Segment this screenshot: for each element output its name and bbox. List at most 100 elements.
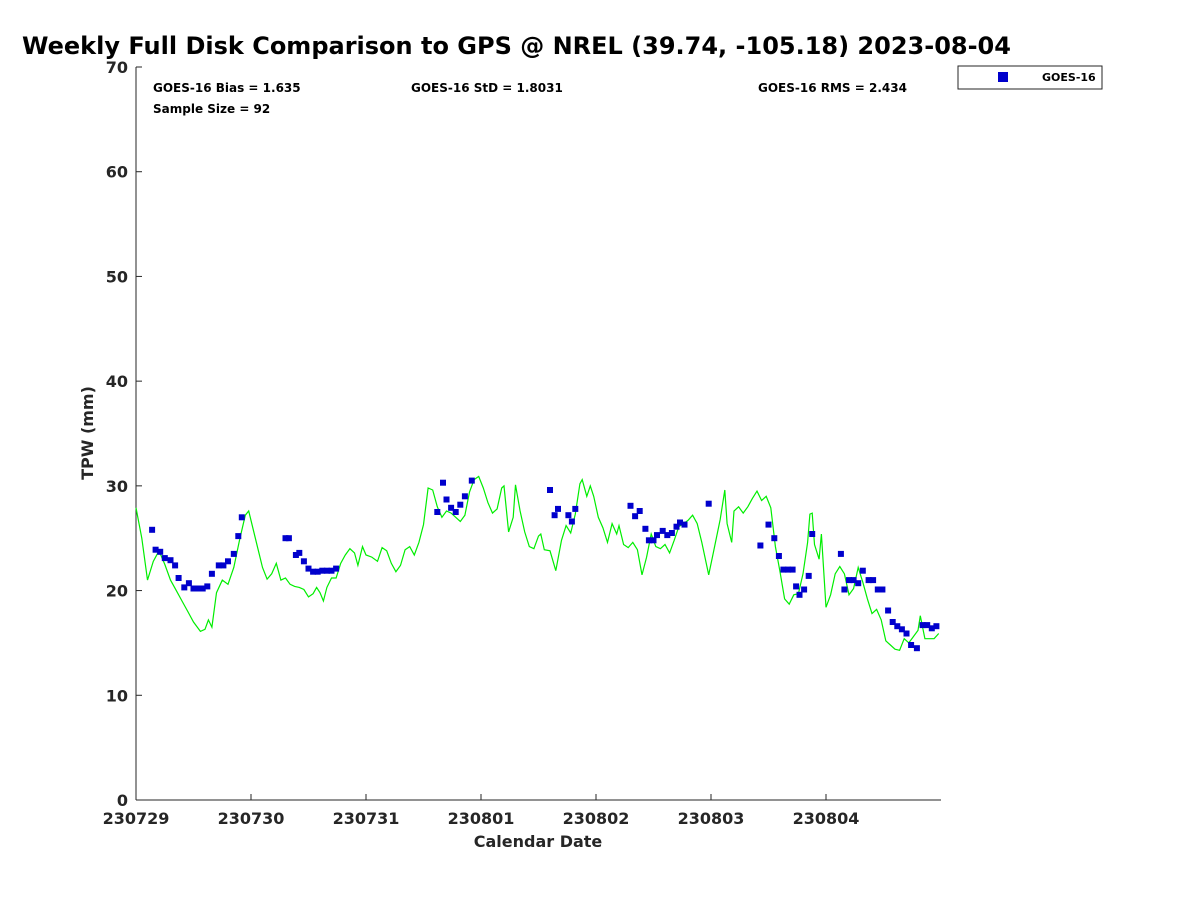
goes-16-point bbox=[632, 513, 639, 520]
gps-series-line bbox=[135, 475, 940, 652]
goes-16-point bbox=[181, 584, 188, 591]
goes-16-point bbox=[319, 567, 326, 574]
goes-16-point bbox=[654, 532, 660, 539]
goes-16-point bbox=[636, 508, 643, 514]
goes-16-point bbox=[225, 558, 231, 565]
y-tick-label: 40 bbox=[106, 372, 128, 391]
chart-title: Weekly Full Disk Comparison to GPS @ NRE… bbox=[22, 32, 1011, 60]
goes-16-point bbox=[855, 580, 862, 587]
goes-16-point bbox=[161, 555, 168, 562]
gps-series bbox=[135, 475, 940, 652]
goes-16-point bbox=[757, 542, 764, 549]
goes-16-point bbox=[551, 512, 558, 519]
goes-16-point bbox=[859, 567, 866, 574]
rms-stat: GOES-16 RMS = 2.434 bbox=[758, 81, 907, 95]
goes-16-point bbox=[328, 567, 335, 574]
goes-16-point bbox=[314, 568, 321, 575]
goes-16-point bbox=[434, 509, 441, 515]
goes-16-point bbox=[928, 625, 935, 632]
goes-16-point bbox=[296, 549, 303, 556]
goes-16-point bbox=[841, 586, 848, 593]
goes-16-point bbox=[215, 562, 222, 569]
goes-16-point bbox=[468, 477, 475, 484]
y-tick-label: 30 bbox=[106, 477, 128, 496]
goes-16-point bbox=[659, 527, 666, 534]
goes-16-point bbox=[919, 622, 926, 629]
goes-16-point bbox=[157, 548, 164, 555]
goes-16-point bbox=[547, 487, 553, 493]
x-tick-label: 230802 bbox=[563, 809, 630, 828]
goes-16-point bbox=[879, 586, 886, 593]
goes-16-point bbox=[664, 532, 671, 539]
y-tick-label: 70 bbox=[106, 58, 128, 77]
goes-16-series bbox=[149, 477, 940, 652]
x-tick-label: 230729 bbox=[103, 809, 170, 828]
goes-16-point bbox=[898, 626, 905, 633]
goes-16-point bbox=[204, 583, 211, 590]
goes-16-point bbox=[642, 525, 649, 532]
goes-16-point bbox=[681, 521, 688, 528]
goes-16-point bbox=[846, 577, 852, 584]
goes-16-point bbox=[874, 586, 881, 593]
goes-16-point bbox=[933, 623, 940, 630]
y-axis-label: TPW (mm) bbox=[78, 386, 97, 480]
goes-16-point bbox=[796, 591, 803, 598]
goes-16-point bbox=[208, 570, 215, 577]
goes-16-point bbox=[627, 502, 634, 509]
goes-16-point bbox=[305, 565, 312, 572]
goes-16-point bbox=[310, 568, 317, 575]
legend-box bbox=[957, 65, 1103, 90]
legend-goes-16-label: GOES-16 bbox=[1042, 71, 1096, 84]
goes-16-point bbox=[650, 537, 657, 544]
goes-16-point bbox=[220, 562, 227, 569]
goes-16-point bbox=[837, 550, 844, 557]
goes-16-point bbox=[230, 550, 237, 557]
bias-stat: GOES-16 Bias = 1.635 bbox=[153, 81, 301, 95]
goes-16-point bbox=[705, 500, 712, 507]
goes-16-point bbox=[908, 642, 915, 648]
goes-16-point bbox=[300, 558, 307, 565]
goes-16-point bbox=[448, 504, 455, 511]
goes-16-point bbox=[677, 519, 683, 526]
x-ticks: 230729 230730 230731 230801 230802 230803 2308… bbox=[103, 794, 860, 828]
goes-16-point bbox=[870, 577, 877, 584]
y-tick-label: 0 bbox=[117, 791, 128, 810]
goes-16-point bbox=[771, 535, 778, 542]
goes-16-point bbox=[801, 586, 808, 593]
goes-16-point bbox=[461, 493, 468, 500]
sample-size-stat: Sample Size = 92 bbox=[153, 102, 270, 116]
goes-16-point bbox=[195, 585, 202, 592]
goes-16-point bbox=[323, 567, 330, 574]
x-tick-label: 230730 bbox=[218, 809, 285, 828]
goes-16-point bbox=[152, 546, 159, 553]
goes-16-point bbox=[765, 521, 772, 528]
goes-16-point bbox=[282, 535, 289, 542]
goes-16-point bbox=[172, 562, 179, 569]
x-tick-label: 230804 bbox=[793, 809, 860, 828]
goes-16-point bbox=[913, 645, 920, 652]
x-axis-label: Calendar Date bbox=[474, 832, 603, 851]
goes-16-point bbox=[903, 630, 910, 637]
goes-16-point bbox=[785, 566, 791, 573]
goes-16-point bbox=[452, 509, 459, 515]
goes-16-point bbox=[333, 565, 340, 572]
x-tick-label: 230803 bbox=[678, 809, 745, 828]
goes-16-point bbox=[865, 577, 872, 584]
goes-16-point bbox=[780, 566, 787, 573]
goes-16-point bbox=[924, 622, 931, 629]
goes-16-point bbox=[238, 514, 245, 521]
x-tick-label: 230801 bbox=[448, 809, 515, 828]
plot-background bbox=[136, 67, 941, 800]
goes-16-point bbox=[885, 607, 892, 614]
goes-16-point bbox=[775, 553, 782, 559]
y-tick-label: 10 bbox=[106, 686, 128, 705]
x-tick-label: 230731 bbox=[333, 809, 400, 828]
goes-16-point bbox=[572, 505, 579, 512]
goes-16-point bbox=[889, 619, 896, 625]
goes-16-point bbox=[793, 583, 800, 590]
goes-16-point bbox=[894, 623, 901, 630]
y-tick-label: 50 bbox=[106, 267, 128, 286]
goes-16-point bbox=[199, 585, 206, 592]
goes-16-point bbox=[565, 512, 572, 519]
